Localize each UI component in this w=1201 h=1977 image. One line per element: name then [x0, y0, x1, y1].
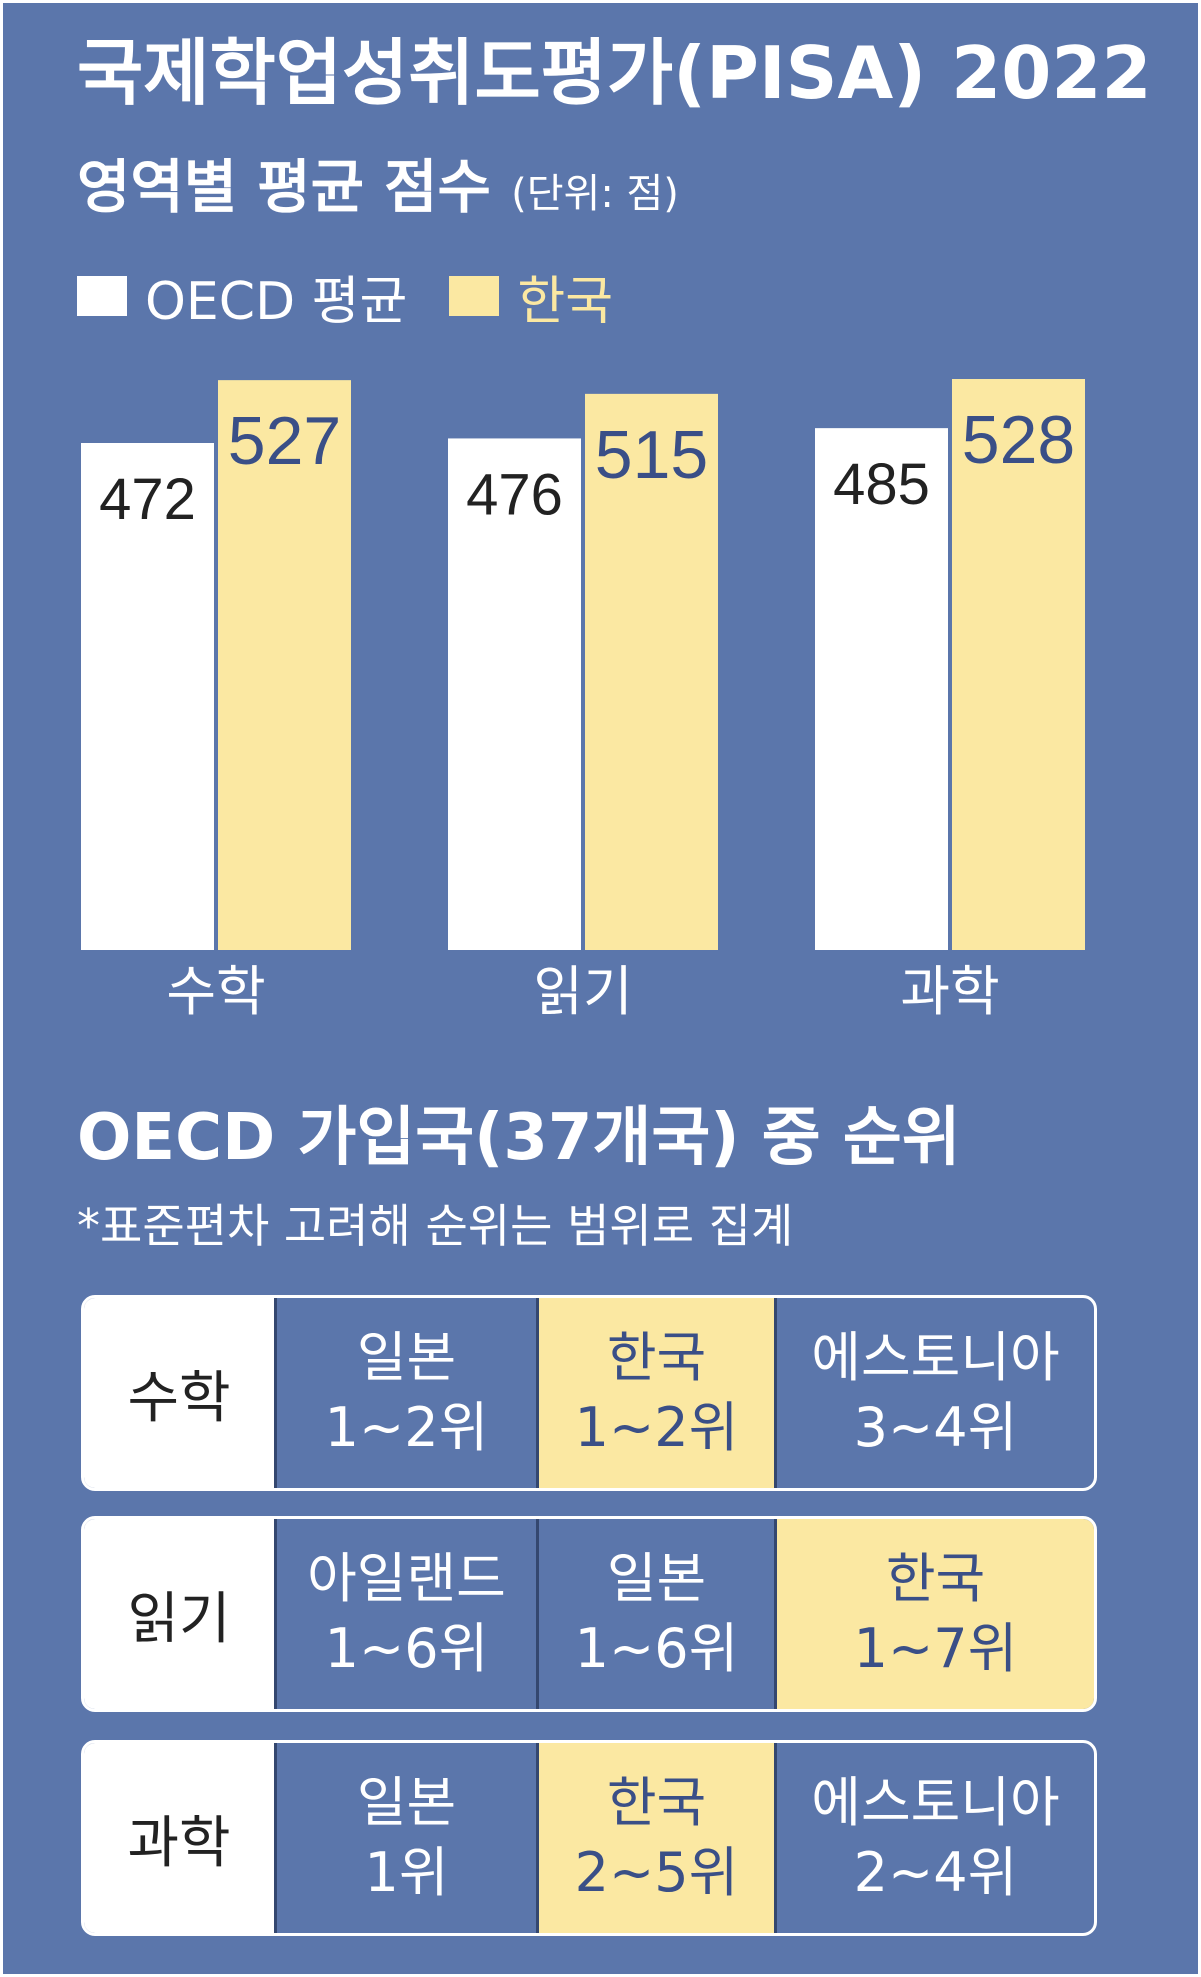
ranking-cell: 한국 1~2위 [536, 1298, 774, 1488]
ranking-rank: 1~6위 [574, 1617, 739, 1680]
ranking-rank: 1~6위 [324, 1617, 489, 1680]
legend-item-korea: 한국 [449, 259, 613, 334]
ranking-country: 일본 [356, 1326, 457, 1389]
data-label-korea-2: 528 [962, 402, 1075, 478]
bar-chart: 472 527 476 515 485 528 수학 읽기 과학 [3, 343, 1201, 1043]
ranking-subject: 과학 [84, 1743, 274, 1933]
ranking-country: 아일랜드 [307, 1547, 506, 1610]
ranking-rank: 2~4위 [853, 1841, 1018, 1904]
bar-korea-2 [952, 379, 1085, 950]
ranking-country: 에스토니아 [811, 1326, 1060, 1389]
ranking-cell: 일본 1~2위 [274, 1298, 536, 1488]
unit-label: (단위: 점) [511, 171, 679, 217]
ranking-cell: 일본 1위 [274, 1743, 536, 1933]
ranking-cell: 일본 1~6위 [536, 1519, 774, 1709]
ranking-row-1: 읽기 아일랜드 1~6위 일본 1~6위 한국 1~7위 [81, 1516, 1097, 1712]
page-title: 국제학업성취도평가(PISA) 2022 [77, 31, 1152, 115]
category-label-1: 읽기 [533, 960, 633, 1023]
data-label-oecd-1: 476 [466, 462, 563, 527]
ranking-rank: 3~4위 [853, 1396, 1018, 1459]
ranking-cell: 에스토니아 2~4위 [774, 1743, 1094, 1933]
bar-oecd-2 [815, 428, 948, 951]
chart-subtitle: 영역별 평균 점수 (단위: 점) [77, 147, 679, 234]
ranking-country: 일본 [356, 1771, 457, 1834]
data-label-oecd-2: 485 [833, 452, 930, 517]
ranking-cell: 아일랜드 1~6위 [274, 1519, 536, 1709]
bar-oecd-1 [448, 438, 581, 950]
data-label-korea-1: 515 [595, 417, 708, 493]
ranking-row-2: 과학 일본 1위 한국 2~5위 에스토니아 2~4위 [81, 1740, 1097, 1936]
ranking-country: 에스토니아 [811, 1771, 1060, 1834]
legend-item-oecd: OECD 평균 [77, 259, 407, 334]
ranking-note: *표준편차 고려해 순위는 범위로 집계 [77, 1199, 794, 1253]
ranking-cell: 한국 2~5위 [536, 1743, 774, 1933]
bar-korea-1 [585, 393, 718, 950]
ranking-title: OECD 가입국(37개국) 중 순위 [77, 1101, 961, 1175]
legend-label-oecd: OECD 평균 [145, 271, 408, 332]
ranking-country: 한국 [885, 1547, 986, 1610]
data-label-korea-0: 527 [228, 403, 341, 479]
ranking-rank: 1~2위 [574, 1396, 739, 1459]
legend-swatch-oecd [77, 276, 127, 316]
ranking-rank: 2~5위 [574, 1841, 739, 1904]
category-label-0: 수학 [166, 960, 266, 1023]
ranking-row-0: 수학 일본 1~2위 한국 1~2위 에스토니아 3~4위 [81, 1295, 1097, 1491]
ranking-country: 한국 [606, 1771, 707, 1834]
ranking-rank: 1~2위 [324, 1396, 489, 1459]
data-label-oecd-0: 472 [99, 467, 196, 532]
ranking-country: 한국 [606, 1326, 707, 1389]
ranking-cell: 에스토니아 3~4위 [774, 1298, 1094, 1488]
ranking-subject: 읽기 [84, 1519, 274, 1709]
bar-korea-0 [218, 380, 351, 951]
ranking-rank: 1~7위 [853, 1617, 1018, 1680]
ranking-rank: 1위 [364, 1841, 449, 1904]
chart-subtitle-text: 영역별 평균 점수 [77, 153, 491, 221]
bar-oecd-0 [81, 443, 214, 950]
ranking-subject: 수학 [84, 1298, 274, 1488]
ranking-cell: 한국 1~7위 [774, 1519, 1094, 1709]
legend-swatch-korea [449, 276, 500, 316]
legend-label-korea: 한국 [517, 271, 614, 332]
chart-legend: OECD 평균 한국 [77, 259, 655, 334]
bar-chart-plot: 472 527 476 515 485 528 [81, 379, 1085, 951]
ranking-country: 일본 [606, 1547, 707, 1610]
category-label-2: 과학 [900, 960, 1000, 1023]
